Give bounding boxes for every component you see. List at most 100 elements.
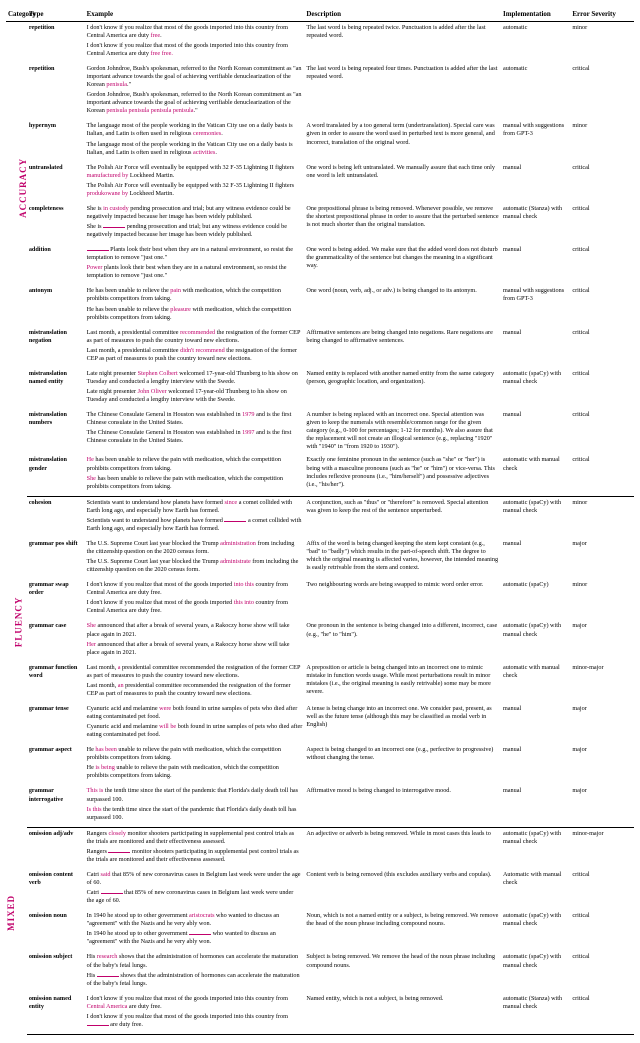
implementation-cell: automatic with manual check <box>501 662 570 703</box>
type-cell: antonym <box>27 285 85 326</box>
category-cell: MIXED <box>6 827 27 1034</box>
severity-cell: major <box>570 703 634 744</box>
h-implementation: Implementation <box>501 8 570 21</box>
table-row: mistranslation genderHe has been unable … <box>6 454 634 496</box>
implementation-cell: automatic (Stanza) with manual check <box>501 203 570 244</box>
type-cell: grammar function word <box>27 662 85 703</box>
type-cell: addition <box>27 244 85 285</box>
type-cell: grammar tense <box>27 703 85 744</box>
description-cell: Exactly one feminine pronoun in the sent… <box>304 454 501 496</box>
table-row: mistranslation named entityLate night pr… <box>6 368 634 409</box>
description-cell: An adjective or adverb is being removed.… <box>304 827 501 869</box>
description-cell: Two neighbouring words are being swapped… <box>304 579 501 620</box>
implementation-cell: manual with suggestions from GPT-3 <box>501 120 570 161</box>
description-cell: The last word is being repeated twice. P… <box>304 21 501 63</box>
type-cell: grammar pos shift <box>27 538 85 579</box>
severity-cell: critical <box>570 910 634 951</box>
description-cell: One word (noun, verb, adj., or adv.) is … <box>304 285 501 326</box>
severity-cell: major <box>570 538 634 579</box>
type-cell: grammar aspect <box>27 744 85 785</box>
severity-cell: minor <box>570 21 634 63</box>
description-cell: Named entity is replaced with another na… <box>304 368 501 409</box>
example-cell: The language most of the people working … <box>85 120 305 161</box>
table-row: grammar tenseCyanuric acid and melamine … <box>6 703 634 744</box>
description-cell: One word is being left untranslated. We … <box>304 162 501 203</box>
example-cell: She announced that after a break of seve… <box>85 620 305 661</box>
header-row: Category Type Example Description Implem… <box>6 8 634 21</box>
implementation-cell: automatic (spaCy) with manual check <box>501 951 570 992</box>
severity-cell: critical <box>570 244 634 285</box>
example-cell: He has been unable to relieve the pain w… <box>85 285 305 326</box>
table-row: mistranslation negationLast month, a pre… <box>6 327 634 368</box>
implementation-cell: Automatic with manual check <box>501 869 570 910</box>
example-cell: I don't know if you realize that most of… <box>85 579 305 620</box>
table-row: omission subjectHis research shows that … <box>6 951 634 992</box>
error-table: Category Type Example Description Implem… <box>6 8 634 1035</box>
severity-cell: minor <box>570 579 634 620</box>
severity-cell: critical <box>570 63 634 120</box>
description-cell: A tense is being change into an incorrec… <box>304 703 501 744</box>
implementation-cell: automatic (spaCy) with manual check <box>501 620 570 661</box>
type-cell: omission named entity <box>27 993 85 1035</box>
example-cell: Last month, a presidential committee rec… <box>85 327 305 368</box>
type-cell: grammar interrogative <box>27 785 85 827</box>
table-row: omission named entityI don't know if you… <box>6 993 634 1035</box>
implementation-cell: automatic <box>501 21 570 63</box>
severity-cell: critical <box>570 203 634 244</box>
implementation-cell: manual <box>501 327 570 368</box>
implementation-cell: automatic (spaCy) with manual check <box>501 496 570 538</box>
h-severity: Error Severity <box>570 8 634 21</box>
h-category: Category <box>6 8 27 21</box>
type-cell: mistranslation numbers <box>27 409 85 454</box>
h-type: Type <box>27 8 85 21</box>
description-cell: A preposition or article is being change… <box>304 662 501 703</box>
table-row: grammar caseShe announced that after a b… <box>6 620 634 661</box>
severity-cell: critical <box>570 993 634 1035</box>
table-row: MIXEDomission adj/advRangers closely mon… <box>6 827 634 869</box>
type-cell: mistranslation gender <box>27 454 85 496</box>
implementation-cell: manual with suggestions from GPT-3 <box>501 285 570 326</box>
description-cell: A number is being replaced with an incor… <box>304 409 501 454</box>
table-row: repetitionGordon Johndroe, Bush's spokes… <box>6 63 634 120</box>
type-cell: omission noun <box>27 910 85 951</box>
type-cell: completeness <box>27 203 85 244</box>
type-cell: mistranslation negation <box>27 327 85 368</box>
implementation-cell: automatic with manual check <box>501 454 570 496</box>
h-description: Description <box>304 8 501 21</box>
type-cell: omission adj/adv <box>27 827 85 869</box>
description-cell: One word is being added. We make sure th… <box>304 244 501 285</box>
example-cell: I don't know if you realize that most of… <box>85 21 305 63</box>
table-row: omission nounIn 1940 he stood up to othe… <box>6 910 634 951</box>
implementation-cell: manual <box>501 162 570 203</box>
implementation-cell: manual <box>501 538 570 579</box>
example-cell: She is in custody pending prosecution an… <box>85 203 305 244</box>
table-row: completenessShe is in custody pending pr… <box>6 203 634 244</box>
table-row: grammar interrogativeThis is the tenth t… <box>6 785 634 827</box>
severity-cell: critical <box>570 162 634 203</box>
implementation-cell: automatic (spaCy) with manual check <box>501 827 570 869</box>
implementation-cell: manual <box>501 785 570 827</box>
implementation-cell: automatic (spaCy) with manual check <box>501 368 570 409</box>
example-cell: Cyanuric acid and melamine were both fou… <box>85 703 305 744</box>
table-row: addition Plants look their best when the… <box>6 244 634 285</box>
table-row: hypernymThe language most of the people … <box>6 120 634 161</box>
severity-cell: critical <box>570 327 634 368</box>
example-cell: This is the tenth time since the start o… <box>85 785 305 827</box>
description-cell: A conjunction, such as "thus" or "theref… <box>304 496 501 538</box>
type-cell: hypernym <box>27 120 85 161</box>
type-cell: repetition <box>27 63 85 120</box>
description-cell: One prepositional phrase is being remove… <box>304 203 501 244</box>
type-cell: untranslated <box>27 162 85 203</box>
table-row: ACCURACYrepetitionI don't know if you re… <box>6 21 634 63</box>
category-cell: ACCURACY <box>6 21 27 496</box>
example-cell: Plants look their best when they are in … <box>85 244 305 285</box>
type-cell: grammar case <box>27 620 85 661</box>
type-cell: mistranslation named entity <box>27 368 85 409</box>
description-cell: Noun, which is not a named entity or a s… <box>304 910 501 951</box>
table-row: FLUENCYcohesionScientists want to unders… <box>6 496 634 538</box>
severity-cell: critical <box>570 409 634 454</box>
severity-cell: major <box>570 620 634 661</box>
table-row: grammar swap orderI don't know if you re… <box>6 579 634 620</box>
severity-cell: critical <box>570 869 634 910</box>
description-cell: Affirmative mood is being changed to int… <box>304 785 501 827</box>
